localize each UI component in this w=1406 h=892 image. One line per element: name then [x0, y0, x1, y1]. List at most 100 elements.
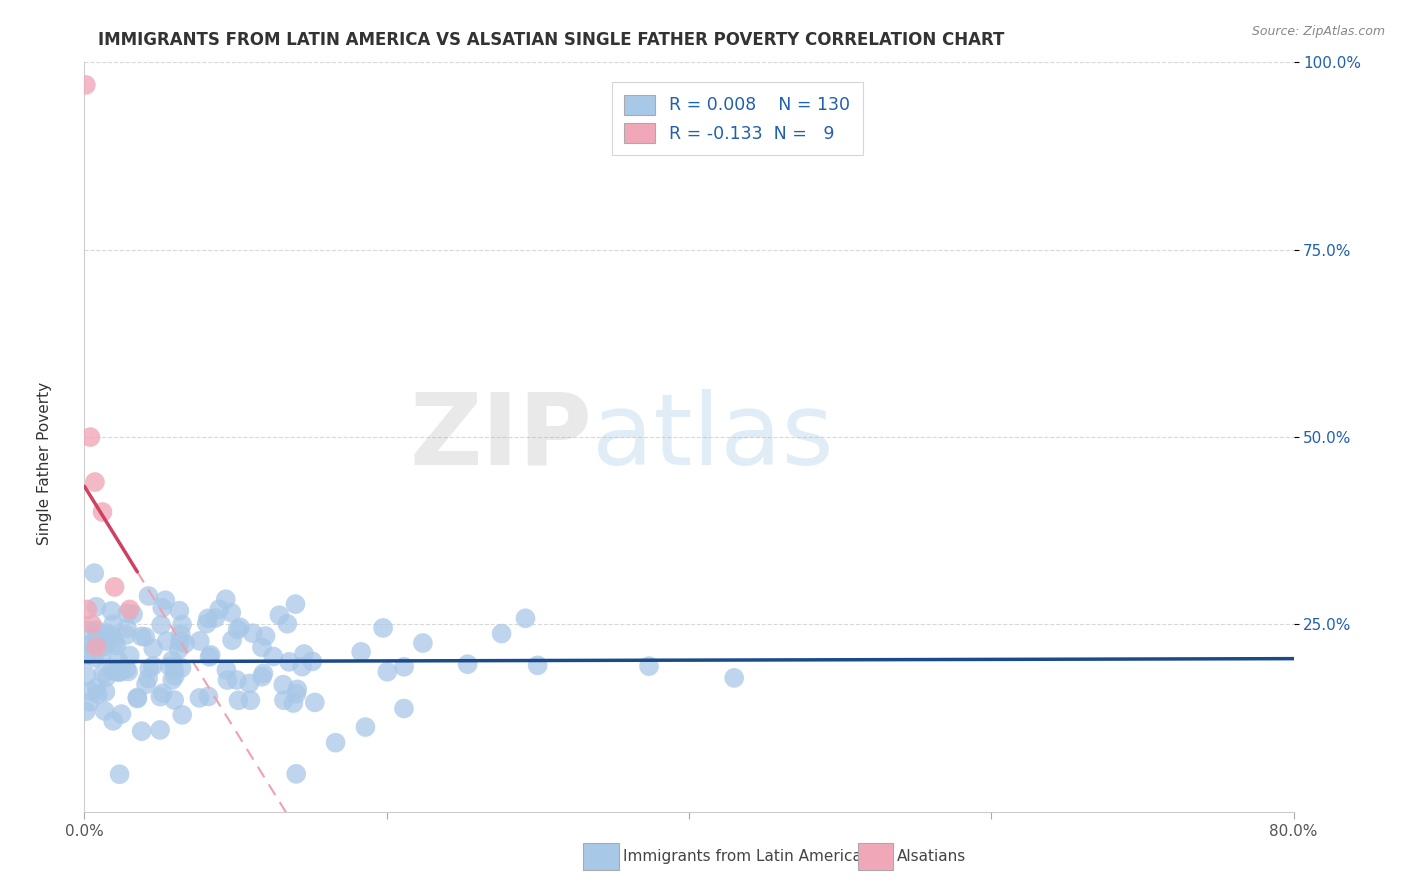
Point	[101, 664, 124, 678]
Point	[160, 653, 183, 667]
Point	[170, 627, 193, 641]
Point	[80, 617, 103, 632]
Point	[276, 616, 298, 631]
Point	[285, 767, 308, 781]
Point	[291, 659, 314, 673]
Point	[83, 566, 105, 581]
Text: Alsatians: Alsatians	[897, 849, 966, 863]
Point	[412, 636, 434, 650]
Point	[138, 662, 160, 676]
Point	[221, 633, 243, 648]
Point	[325, 736, 347, 750]
Point	[84, 599, 107, 614]
Point	[354, 720, 377, 734]
Point	[108, 665, 131, 680]
Point	[79, 695, 101, 709]
Point	[163, 669, 186, 683]
Point	[149, 690, 172, 704]
Point	[217, 673, 239, 687]
Point	[101, 628, 124, 642]
Point	[118, 602, 141, 616]
Point	[87, 627, 110, 641]
Point	[75, 78, 97, 92]
Point	[172, 617, 194, 632]
Point	[122, 607, 145, 622]
Point	[215, 663, 238, 677]
Point	[79, 430, 101, 444]
Point	[225, 673, 247, 687]
Point	[252, 666, 274, 681]
Point	[515, 611, 537, 625]
Text: Immigrants from Latin America: Immigrants from Latin America	[623, 849, 862, 863]
Point	[159, 659, 181, 673]
Point	[75, 704, 97, 718]
Point	[200, 648, 222, 662]
Legend: R = 0.008    N = 130, R = -0.133  N =   9: R = 0.008 N = 130, R = -0.133 N = 9	[612, 82, 862, 155]
Point	[110, 707, 132, 722]
Point	[75, 648, 97, 663]
Point	[76, 602, 98, 616]
Point	[108, 665, 131, 679]
Point	[138, 589, 160, 603]
Point	[188, 634, 211, 648]
Point	[198, 649, 221, 664]
Point	[238, 676, 260, 690]
Point	[278, 655, 301, 669]
Point	[90, 648, 112, 662]
Text: atlas: atlas	[592, 389, 834, 485]
Point	[131, 724, 153, 739]
Point	[273, 693, 295, 707]
Point	[86, 640, 108, 654]
Point	[96, 670, 118, 684]
Point	[115, 628, 138, 642]
Point	[156, 634, 179, 648]
Point	[127, 690, 149, 705]
Point	[160, 673, 183, 687]
Point	[226, 623, 249, 637]
Point	[100, 604, 122, 618]
Point	[105, 663, 128, 677]
Point	[228, 693, 250, 707]
Point	[142, 659, 165, 673]
Point	[208, 602, 231, 616]
Point	[304, 695, 326, 709]
Point	[526, 658, 548, 673]
Point	[118, 648, 141, 663]
Point	[101, 617, 124, 632]
Point	[284, 597, 307, 611]
Point	[262, 649, 284, 664]
Point	[638, 659, 661, 673]
Point	[86, 681, 108, 695]
Point	[150, 600, 173, 615]
Point	[77, 624, 100, 638]
Point	[93, 704, 115, 718]
Point	[250, 640, 273, 655]
Point	[108, 767, 131, 781]
Point	[229, 620, 252, 634]
Point	[86, 624, 108, 638]
Point	[239, 693, 262, 707]
Point	[152, 686, 174, 700]
Point	[150, 618, 173, 632]
Point	[195, 616, 218, 631]
Point	[149, 723, 172, 737]
Point	[134, 630, 156, 644]
Point	[86, 635, 108, 649]
Point	[204, 611, 226, 625]
Point	[75, 668, 97, 682]
Text: Source: ZipAtlas.com: Source: ZipAtlas.com	[1251, 25, 1385, 38]
Point	[131, 629, 153, 643]
Text: Single Father Poverty: Single Father Poverty	[38, 383, 52, 545]
Point	[169, 635, 191, 649]
Point	[457, 657, 479, 672]
Point	[371, 621, 394, 635]
Point	[172, 707, 194, 722]
Point	[117, 607, 139, 621]
Point	[93, 640, 115, 654]
Point	[83, 636, 105, 650]
Point	[375, 665, 398, 679]
Point	[103, 714, 125, 728]
Point	[104, 635, 127, 649]
Point	[105, 639, 128, 653]
Point	[301, 654, 323, 668]
